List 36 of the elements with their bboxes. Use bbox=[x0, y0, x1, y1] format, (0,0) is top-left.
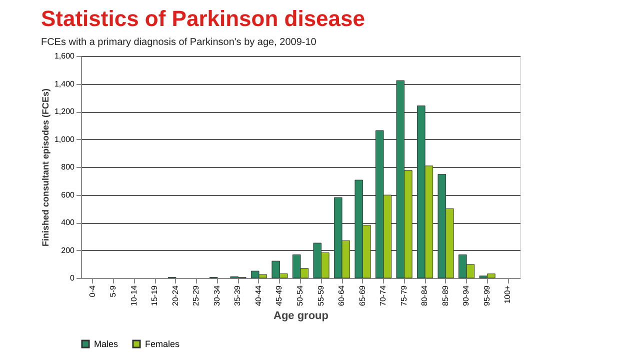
x-tick-label: 90-94 bbox=[462, 284, 471, 306]
x-tick-label: 80-84 bbox=[420, 284, 430, 306]
legend-label: Females bbox=[145, 338, 180, 349]
x-tick-label: 100+ bbox=[503, 285, 512, 304]
chart-subtitle: FCEs with a primary diagnosis of Parkinson's by age, 2009-10 bbox=[40, 37, 317, 48]
x-tick-label: 0-4 bbox=[88, 284, 97, 298]
y-tick-label: 400 bbox=[61, 218, 76, 227]
y-tick-label: 1,400 bbox=[54, 79, 76, 88]
x-tick-label: 10-14 bbox=[129, 284, 138, 306]
legend-label: Males bbox=[94, 338, 119, 349]
chart-title: Statistics of Parkinson disease bbox=[40, 6, 366, 31]
y-axis-title: Finished consultant episodes (FCEs) bbox=[40, 88, 50, 247]
x-tick-label: 75-79 bbox=[399, 284, 408, 306]
y-tick-label: 600 bbox=[61, 190, 76, 200]
x-tick-label: 45-49 bbox=[274, 284, 284, 306]
y-tick-label: 1,000 bbox=[54, 134, 76, 144]
x-tick-label: 50-54 bbox=[296, 284, 304, 306]
x-tick-label: 25-29 bbox=[192, 284, 201, 306]
y-tick-label: 200 bbox=[61, 246, 76, 255]
x-tick-label: 60-64 bbox=[337, 284, 346, 306]
y-tick-label: 1,200 bbox=[54, 107, 76, 116]
x-axis-title: Age group bbox=[274, 310, 329, 322]
x-tick-label: 30-34 bbox=[212, 284, 222, 306]
x-tick-label: 55-59 bbox=[316, 284, 326, 306]
x-tick-label: 95-99 bbox=[482, 284, 492, 306]
y-tick-label: 0 bbox=[70, 274, 76, 282]
y-tick-label: 1,600 bbox=[54, 52, 76, 60]
x-tick-label: 35-39 bbox=[233, 284, 242, 306]
x-tick-label: 85-89 bbox=[440, 284, 450, 306]
x-tick-label: 15-19 bbox=[150, 284, 160, 306]
x-tick-label: 20-24 bbox=[170, 284, 180, 306]
x-tick-label: 70-74 bbox=[378, 284, 388, 306]
y-tick-label: 800 bbox=[61, 162, 76, 172]
x-tick-label: 65-69 bbox=[358, 284, 367, 306]
x-tick-label: 5-9 bbox=[108, 284, 118, 298]
x-tick-label: 40-44 bbox=[254, 284, 263, 306]
